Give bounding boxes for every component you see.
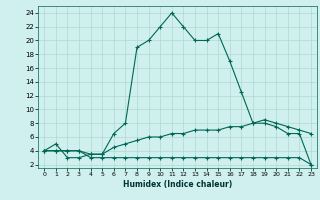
X-axis label: Humidex (Indice chaleur): Humidex (Indice chaleur) [123, 180, 232, 189]
